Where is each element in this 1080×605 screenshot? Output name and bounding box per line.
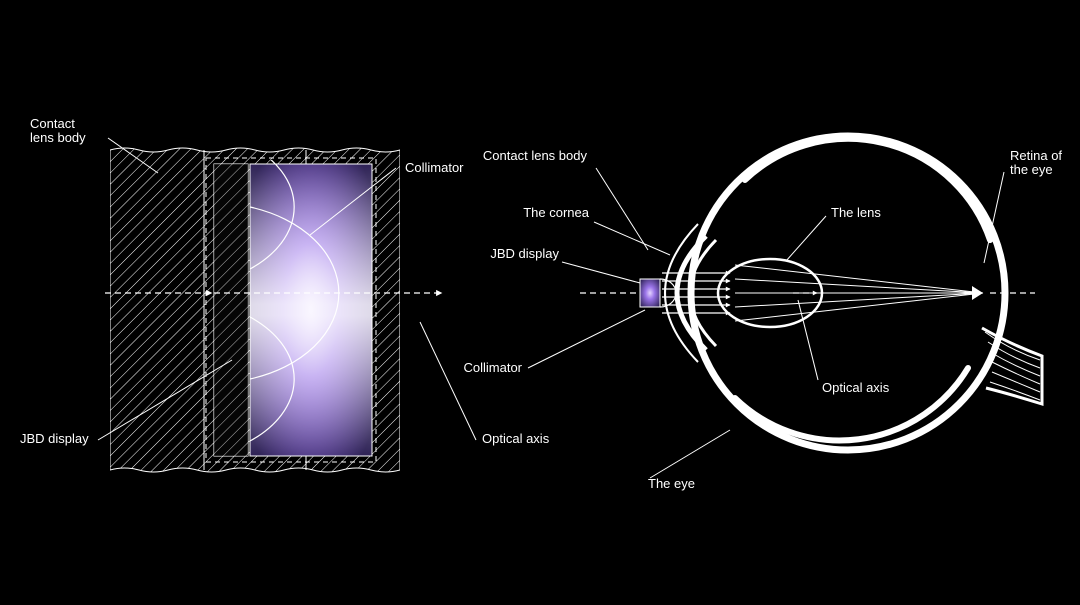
label-contact_lens_body: Contact lens body	[483, 148, 588, 163]
jbd-display-mini	[640, 279, 660, 307]
label-eye: The eye	[648, 476, 695, 491]
collimator-mini	[660, 279, 676, 307]
diagram-svg: Contactlens body Collimator JBD display Opt…	[0, 0, 1080, 605]
leader-line	[786, 216, 826, 261]
label-collimator: Collimator	[463, 360, 522, 375]
label-jbd_display: JBD display	[20, 431, 89, 446]
label-contact_lens_body: Contactlens body	[30, 116, 86, 145]
leader-line	[594, 222, 670, 255]
label-cornea: The cornea	[523, 205, 590, 220]
optic-nerve-outer	[982, 328, 1042, 404]
label-optical_axis: Optical axis	[822, 380, 890, 395]
focus-point-icon	[972, 286, 983, 300]
retina-arc-top	[745, 139, 990, 240]
label-jbd_display: JBD display	[490, 246, 559, 261]
label-retina: Retina ofthe eye	[1010, 148, 1062, 177]
leader-line	[650, 430, 730, 478]
leader-line	[596, 168, 648, 250]
label-lens: The lens	[831, 205, 881, 220]
rays	[662, 273, 730, 313]
left-panel	[105, 145, 440, 472]
leader-line	[528, 310, 645, 368]
label-optical_axis: Optical axis	[482, 431, 550, 446]
leader-line	[420, 322, 476, 440]
leader-line	[562, 262, 640, 283]
right-panel	[580, 136, 1042, 450]
ray-cone	[735, 265, 983, 321]
label-collimator: Collimator	[405, 160, 464, 175]
